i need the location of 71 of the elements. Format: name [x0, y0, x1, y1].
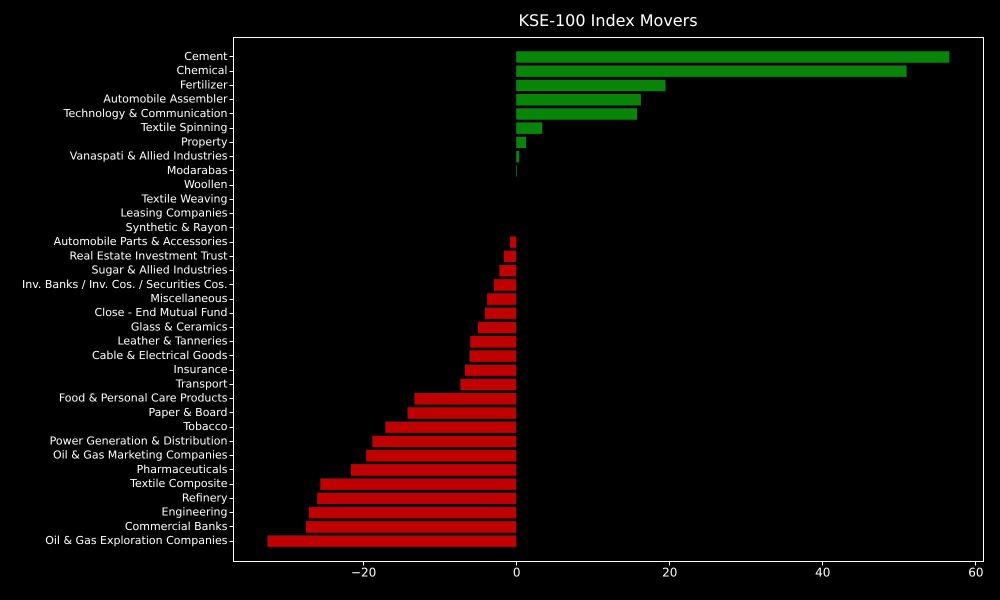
- bar: [267, 535, 516, 547]
- y-tick-label: Engineering: [162, 506, 228, 519]
- y-tick-label: Automobile Parts & Accessories: [54, 235, 228, 248]
- bar: [494, 279, 516, 290]
- y-tick-label: Leasing Companies: [120, 206, 228, 220]
- x-tick-label: 20: [662, 566, 678, 580]
- y-tick-label: Oil & Gas Marketing Companies: [52, 448, 228, 462]
- bar: [487, 293, 516, 305]
- y-tick-label: Woollen: [184, 178, 228, 192]
- bar: [516, 65, 906, 77]
- bar: [516, 94, 641, 106]
- y-tick-label: Textile Composite: [129, 477, 228, 490]
- bar: [499, 264, 516, 276]
- y-tick-label: Cement: [184, 50, 228, 63]
- chart-title: KSE-100 Index Movers: [518, 11, 698, 30]
- bar: [306, 521, 516, 533]
- bar: [385, 421, 516, 433]
- y-tick-label: Tobacco: [182, 420, 228, 434]
- y-tick-label: Synthetic & Rayon: [126, 220, 228, 234]
- y-tick-label: Textile Weaving: [140, 192, 228, 206]
- y-tick-label: Property: [180, 135, 228, 148]
- y-tick-label: Close - End Mutual Fund: [94, 306, 228, 320]
- bar: [484, 308, 516, 319]
- bar: [320, 478, 516, 490]
- y-tick-label: Commercial Banks: [124, 520, 228, 533]
- y-tick-label: Leather & Tanneries: [117, 334, 228, 348]
- y-tick-label: Oil & Gas Exploration Companies: [45, 534, 228, 548]
- y-tick-label: Pharmaceuticals: [136, 462, 228, 476]
- bar: [516, 80, 666, 92]
- y-tick-label: Chemical: [176, 64, 228, 78]
- bar: [470, 336, 516, 348]
- y-tick-label: Cable & Electrical Goods: [92, 348, 228, 362]
- bar: [372, 436, 516, 448]
- y-tick-label: Miscellaneous: [150, 292, 228, 305]
- y-tick-label: Textile Spinning: [140, 121, 228, 134]
- bar: [510, 236, 516, 248]
- bar: [516, 122, 542, 134]
- y-tick-label: Paper & Board: [148, 406, 228, 419]
- bar: [350, 464, 516, 476]
- y-tick-label: Vanaspati & Allied Industries: [70, 150, 228, 163]
- x-tick-label: −20: [350, 566, 376, 580]
- y-tick-label: Fertilizer: [180, 78, 228, 92]
- bar: [414, 392, 516, 404]
- y-tick-label: Technology & Communication: [62, 106, 228, 120]
- bar: [516, 108, 638, 120]
- bar: [516, 51, 950, 63]
- bar: [469, 350, 516, 362]
- y-tick-label: Transport: [174, 377, 228, 390]
- y-tick-label: Glass & Ceramics: [130, 320, 228, 334]
- bar: [464, 364, 516, 376]
- x-tick-label: 40: [815, 566, 830, 580]
- y-tick-label: Power Generation & Distribution: [50, 434, 228, 448]
- bar: [317, 492, 516, 504]
- bar: [460, 378, 516, 390]
- y-tick-label: Automobile Assembler: [103, 92, 228, 106]
- bar: [516, 136, 526, 148]
- y-tick-label: Inv. Banks / Inv. Cos. / Securities Cos.: [22, 278, 228, 291]
- bar: [308, 506, 516, 518]
- y-tick-label: Refinery: [182, 491, 228, 504]
- y-tick-label: Insurance: [174, 363, 228, 376]
- bar: [366, 450, 516, 462]
- y-tick-label: Modarabas: [166, 164, 228, 177]
- y-tick-label: Food & Personal Care Products: [58, 392, 228, 405]
- bar: [478, 322, 516, 334]
- x-tick-label: 0: [512, 566, 520, 580]
- bar: [516, 150, 520, 162]
- bar: [504, 250, 516, 262]
- x-tick-label: 60: [968, 566, 984, 580]
- bar: [407, 407, 516, 419]
- y-tick-label: Real Estate Investment Trust: [70, 249, 228, 262]
- y-tick-label: Sugar & Allied Industries: [91, 264, 228, 277]
